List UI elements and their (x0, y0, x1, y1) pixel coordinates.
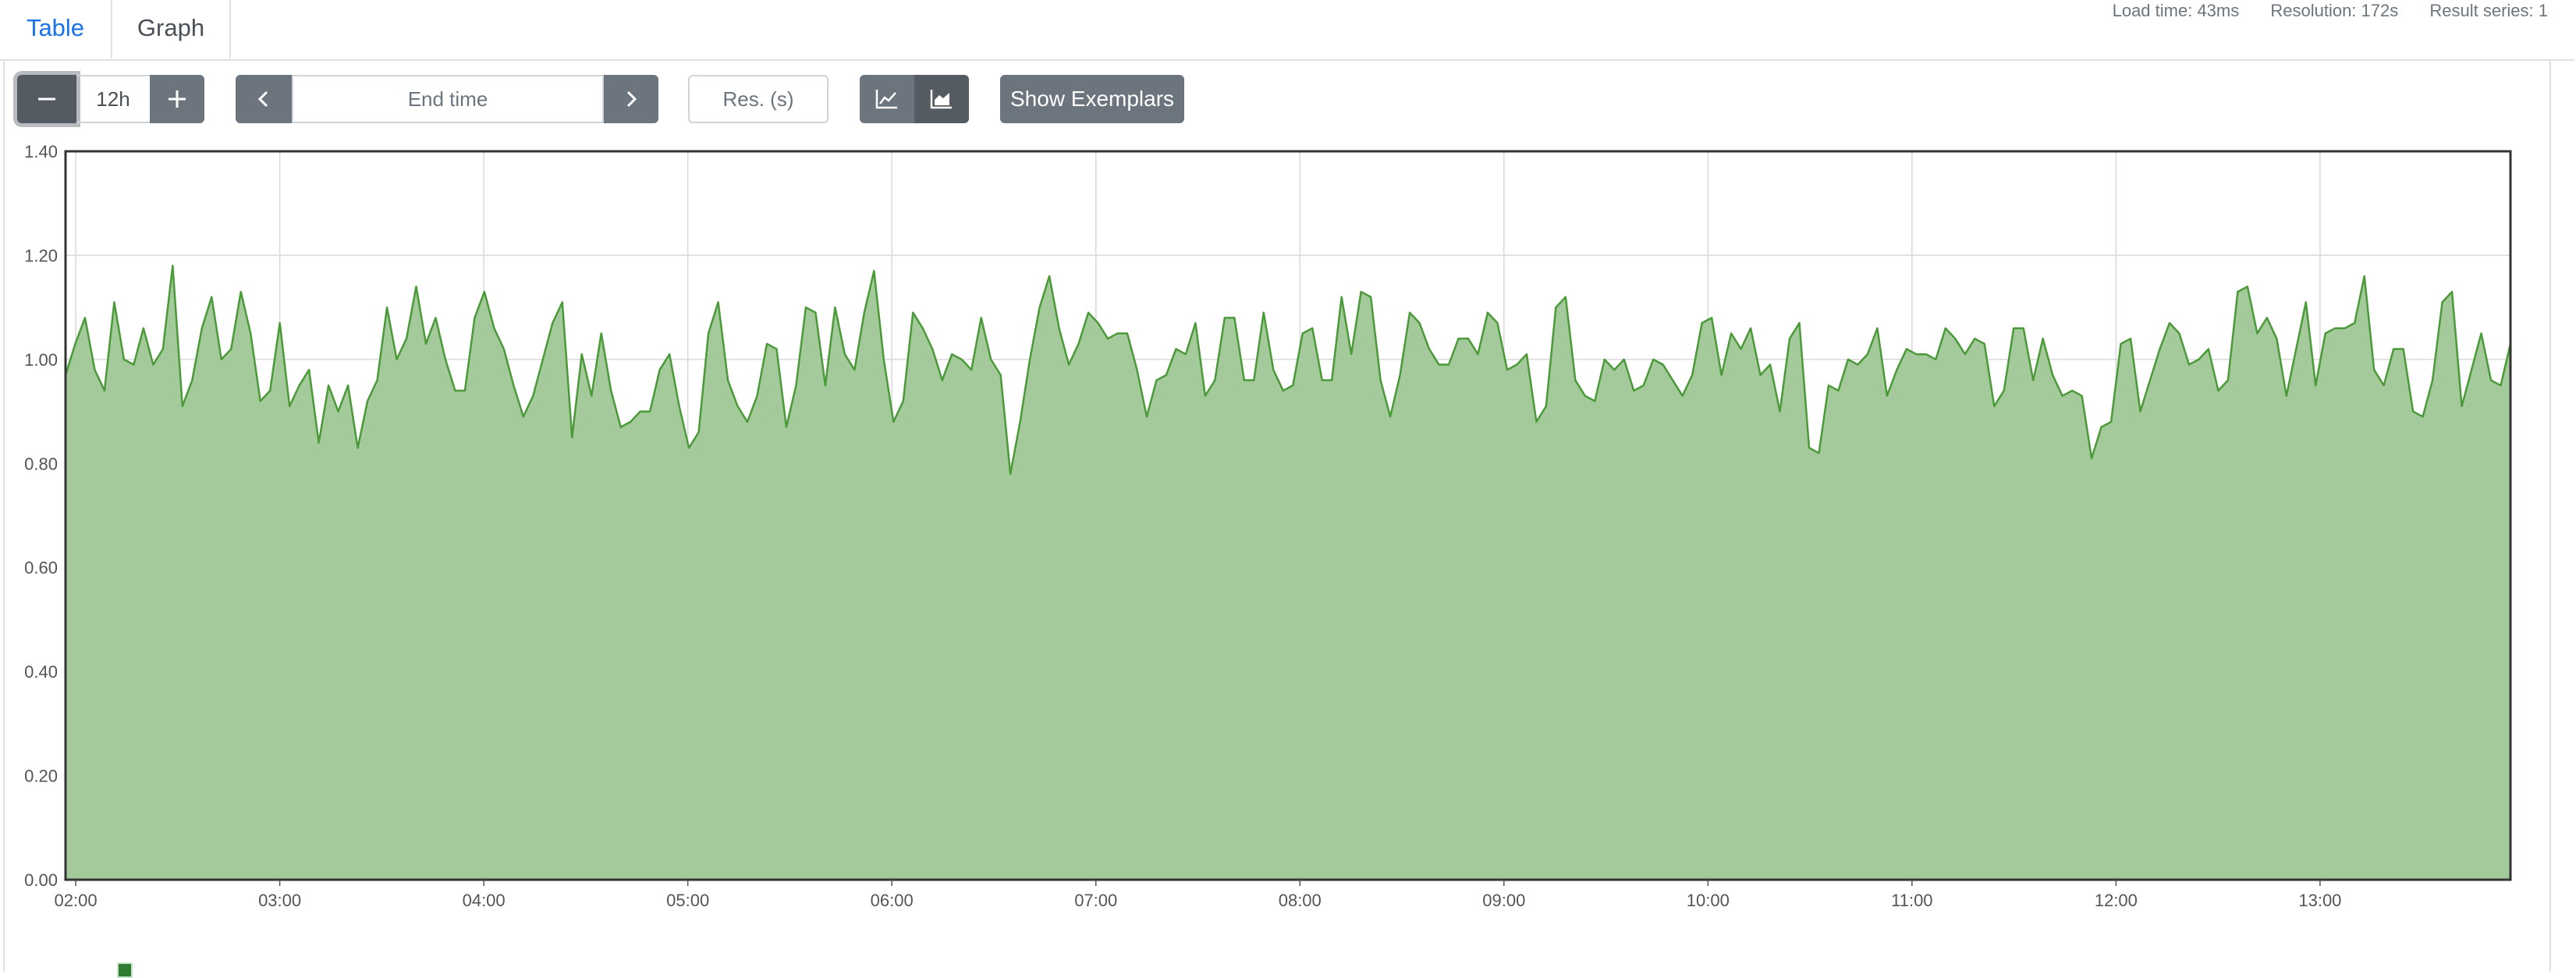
y-tick-label: 0.40 (24, 662, 58, 682)
tab-table[interactable]: Table (26, 14, 85, 41)
load-time: Load time: 43ms (2112, 1, 2240, 20)
x-tick-label: 08:00 (1279, 891, 1322, 909)
y-tick-label: 0.80 (24, 454, 58, 473)
x-tick-label: 02:00 (55, 891, 98, 909)
tab-graph[interactable]: Graph (111, 0, 231, 59)
x-tick-label: 13:00 (2298, 891, 2341, 909)
x-tick-label: 03:00 (258, 891, 301, 909)
x-tick-label: 05:00 (666, 891, 709, 909)
show-exemplars-button[interactable]: Show Exemplars (1000, 75, 1184, 123)
y-tick-label: 0.20 (24, 767, 58, 786)
y-tick-label: 0.60 (24, 558, 58, 578)
time-series-chart[interactable]: 0.00 0.20 0.40 0.60 0.80 1.00 1.20 1.40 02:00 03… (0, 137, 2576, 909)
series-area (66, 265, 2510, 880)
end-time-input[interactable]: End time (292, 75, 604, 123)
x-tick-label: 12:00 (2095, 891, 2138, 909)
chevron-right-icon (626, 90, 637, 108)
query-stats: Load time: 43ms Resolution: 172s Result … (2086, 0, 2548, 22)
plus-icon (169, 90, 186, 108)
resolution-stat: Resolution: 172s (2270, 1, 2399, 20)
resolution-input[interactable]: Res. (s) (688, 75, 829, 123)
result-series-stat: Result series: 1 (2429, 1, 2548, 20)
y-axis: 0.00 0.20 0.40 0.60 0.80 1.00 1.20 1.40 (24, 142, 58, 890)
area-chart-icon (930, 90, 952, 109)
chevron-left-icon (257, 90, 268, 108)
x-tick-label: 07:00 (1074, 891, 1117, 909)
range-input[interactable]: 12h (76, 75, 150, 123)
decrease-range-button[interactable] (17, 75, 76, 123)
tab-bar: Table Graph (0, 0, 2574, 61)
x-axis: 02:00 03:00 04:00 05:00 06:00 07:00 08:00 09:00… (55, 880, 2341, 909)
minus-icon (38, 97, 55, 101)
stacked-chart-button[interactable] (914, 75, 969, 123)
x-tick-label: 10:00 (1687, 891, 1730, 909)
legend-swatch[interactable] (117, 962, 133, 978)
x-tick-label: 11:00 (1891, 891, 1932, 909)
y-tick-label: 0.00 (24, 870, 58, 890)
x-tick-label: 09:00 (1482, 891, 1525, 909)
graph-panel (3, 59, 2551, 972)
plot-border (64, 150, 2512, 881)
y-tick-label: 1.20 (24, 246, 58, 265)
series-line (64, 264, 2512, 475)
previous-time-button[interactable] (236, 75, 292, 123)
line-chart-button[interactable] (860, 75, 914, 123)
x-tick-label: 04:00 (463, 891, 506, 909)
y-tick-label: 1.00 (24, 350, 58, 370)
x-tick-label: 06:00 (871, 891, 914, 909)
line-chart-icon (875, 90, 897, 109)
next-time-button[interactable] (604, 75, 658, 123)
y-tick-label: 1.40 (24, 142, 58, 161)
increase-range-button[interactable] (150, 75, 204, 123)
